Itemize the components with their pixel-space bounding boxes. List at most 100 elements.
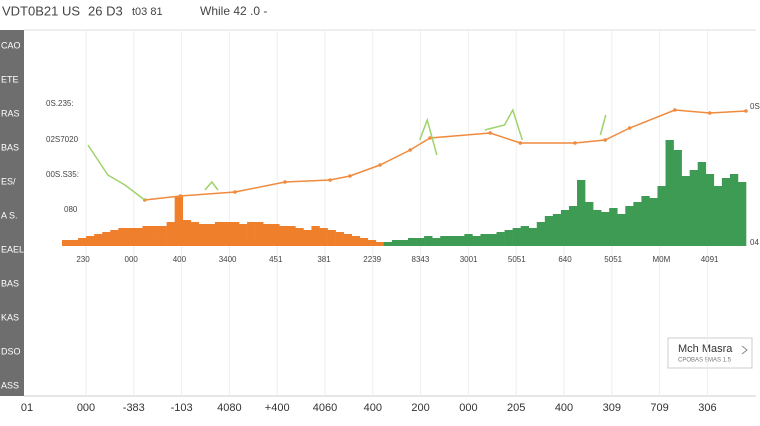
bar xyxy=(214,222,224,246)
sidebar-label: ES/ xyxy=(1,176,16,186)
bar xyxy=(440,236,449,246)
bottom-label: -383 xyxy=(123,402,145,414)
bar xyxy=(448,236,457,246)
x-tick-label: 5051 xyxy=(508,255,526,264)
bar xyxy=(78,238,87,246)
point xyxy=(707,111,712,115)
sidebar-label: RAS xyxy=(1,108,20,118)
bar xyxy=(110,230,119,246)
x-tick-label: 8343 xyxy=(412,255,430,264)
bar xyxy=(263,224,272,246)
bar xyxy=(609,208,618,246)
x-tick-label: 381 xyxy=(317,255,331,264)
x-tick-label: M0M xyxy=(653,255,671,264)
x-tick-label: 451 xyxy=(269,255,283,264)
bar xyxy=(222,222,232,246)
x-tick-label: 4091 xyxy=(701,255,719,264)
point xyxy=(378,163,382,167)
bar xyxy=(520,226,530,246)
point xyxy=(178,194,183,198)
bar xyxy=(206,224,216,246)
bottom-label: +400 xyxy=(265,402,290,414)
bar xyxy=(62,240,71,246)
bar xyxy=(496,232,505,246)
sidebar-label: DSO xyxy=(1,346,21,356)
bottom-label: 309 xyxy=(603,402,621,414)
bar xyxy=(577,180,586,246)
point xyxy=(744,109,748,113)
bar xyxy=(343,234,352,246)
legend-arrow[interactable] xyxy=(741,345,748,355)
bar xyxy=(399,240,409,246)
bar xyxy=(287,226,296,246)
bar xyxy=(94,234,103,246)
x-tick-label: 230 xyxy=(76,255,90,264)
bar xyxy=(536,222,546,246)
y-label: 080 xyxy=(64,205,78,214)
bottom-label: 000 xyxy=(77,402,95,414)
y-label: 02S7020 xyxy=(46,135,79,144)
sidebar-labels: CAO ETE RAS BAS ES/A S. EAEL BAS KAS DSO ASS xyxy=(1,40,24,390)
bar xyxy=(432,238,441,246)
bar xyxy=(150,226,159,246)
bar xyxy=(198,224,208,246)
line xyxy=(87,108,607,201)
x-tick-label: 400 xyxy=(173,255,187,264)
bottom-label: 400 xyxy=(364,402,382,414)
bar xyxy=(528,228,538,246)
bar xyxy=(158,226,167,246)
sidebar-label: BAS xyxy=(1,278,19,288)
bar xyxy=(174,196,184,246)
x-tick-label: 3001 xyxy=(460,255,478,264)
bar xyxy=(134,228,143,246)
bottom-label: 709 xyxy=(650,402,668,414)
bar xyxy=(142,226,151,246)
point xyxy=(627,126,632,130)
bar xyxy=(737,182,747,246)
bar xyxy=(625,206,634,246)
bottom-label: 4060 xyxy=(313,402,337,414)
y2-label: 0S xyxy=(750,102,760,111)
sidebar-label: ASS xyxy=(1,380,19,390)
bar xyxy=(641,196,650,246)
sidebar-label: BAS xyxy=(1,142,19,152)
legend-box[interactable] xyxy=(667,337,753,369)
bar xyxy=(166,222,175,246)
bottom-label: 01 xyxy=(21,402,33,414)
bottom-label: 205 xyxy=(507,402,525,414)
bar xyxy=(665,140,674,246)
legend-title: Mch Masra xyxy=(678,343,733,355)
bottom-label: 200 xyxy=(411,402,429,414)
bar xyxy=(593,210,602,246)
bar xyxy=(657,186,666,246)
bar xyxy=(552,214,562,246)
bar xyxy=(560,210,570,246)
bar xyxy=(585,202,594,246)
point xyxy=(488,131,492,135)
point xyxy=(328,178,332,182)
bar xyxy=(689,170,699,246)
bottom-label: 4080 xyxy=(217,402,241,414)
point xyxy=(408,148,412,152)
bar xyxy=(319,228,328,246)
x-tick-label: 3400 xyxy=(219,255,237,264)
point xyxy=(233,190,237,194)
bar xyxy=(383,242,393,246)
point xyxy=(518,141,523,145)
symbol: VDT0B21 US xyxy=(2,3,80,18)
bar xyxy=(721,178,731,246)
header-center: While 42 .0 - xyxy=(200,4,267,18)
legend-subtitle: CPOBAS 9MAS 1.5 xyxy=(678,358,732,364)
bar xyxy=(279,226,288,246)
bar xyxy=(70,240,79,246)
bar xyxy=(472,236,481,246)
bar xyxy=(512,228,521,246)
bar xyxy=(729,174,739,246)
y-label: 0S.235: xyxy=(46,99,74,108)
x-tick-label: 2239 xyxy=(363,255,381,264)
bar xyxy=(118,228,127,246)
bar xyxy=(271,224,280,246)
bar xyxy=(335,232,344,246)
